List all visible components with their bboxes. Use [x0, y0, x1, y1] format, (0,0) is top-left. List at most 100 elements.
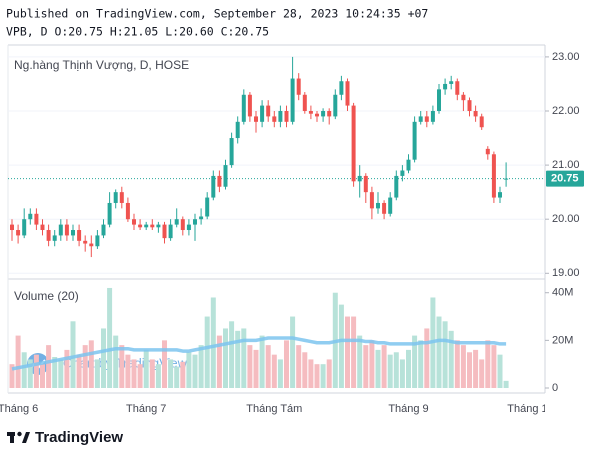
- candle-body: [205, 197, 210, 217]
- volume-bar: [290, 316, 296, 388]
- candle-body: [95, 235, 100, 247]
- volume-bar: [473, 349, 479, 388]
- volume-bar: [338, 304, 344, 388]
- volume-bar: [58, 359, 64, 388]
- volume-bar: [302, 352, 308, 388]
- candle-body: [443, 83, 448, 90]
- volume-bar: [497, 354, 503, 388]
- candle-body: [199, 216, 204, 220]
- candle-body: [327, 111, 332, 117]
- candle-body: [186, 224, 191, 231]
- candle-body: [138, 224, 143, 228]
- candle-body: [363, 175, 368, 193]
- volume-bar: [125, 354, 131, 388]
- y-tick-label: 21.00: [552, 159, 580, 171]
- last-price-label: 20.75: [551, 173, 579, 185]
- volume-bar: [168, 359, 174, 388]
- volume-bar: [296, 345, 302, 388]
- y-tick-label: 23.00: [552, 51, 580, 63]
- x-tick-label: Tháng 9: [388, 403, 428, 415]
- candle-body: [321, 111, 326, 117]
- volume-bar: [387, 354, 393, 388]
- candle-body: [162, 224, 167, 239]
- brand-logo: [7, 431, 30, 443]
- volume-bar: [88, 340, 94, 388]
- volume-bar: [52, 357, 58, 388]
- candle-body: [168, 224, 173, 239]
- volume-bar: [70, 321, 76, 388]
- candle-body: [10, 224, 14, 231]
- volume-bar: [345, 316, 350, 388]
- candle-body: [223, 165, 228, 187]
- candle-body: [89, 243, 94, 247]
- candle-body: [28, 213, 33, 220]
- candle-body: [369, 192, 374, 209]
- volume-bar: [46, 345, 52, 388]
- volume-bar: [357, 335, 363, 388]
- last-price-box: [546, 170, 584, 187]
- candle-body: [498, 192, 502, 198]
- volume-bar: [229, 321, 235, 388]
- candle-body: [119, 192, 124, 203]
- candle-body: [266, 105, 271, 117]
- candle-body: [260, 105, 265, 122]
- candle-body: [211, 175, 216, 198]
- volume-bar: [253, 349, 259, 388]
- volume-bar: [247, 345, 253, 388]
- candle-body: [485, 148, 490, 155]
- volume-bar: [180, 361, 186, 388]
- candle-body: [113, 192, 118, 203]
- x-tick-label: Tháng Tám: [246, 403, 302, 415]
- volume-bar: [131, 359, 137, 388]
- candle-body: [64, 224, 69, 236]
- candle-body: [308, 111, 313, 114]
- volume-bar: [210, 297, 216, 388]
- volume-bar: [33, 354, 39, 388]
- volume-bar: [320, 364, 326, 388]
- candle-body: [290, 78, 295, 122]
- candle-body: [376, 202, 380, 209]
- volume-bar: [479, 359, 485, 388]
- candle-body: [449, 81, 454, 84]
- volume-tick-label: 0: [552, 382, 558, 394]
- volume-bar: [351, 316, 357, 388]
- candle-body: [58, 224, 63, 236]
- volume-bar: [406, 349, 411, 388]
- candle-body: [406, 159, 411, 171]
- volume-bar: [15, 335, 21, 388]
- volume-bar: [503, 380, 509, 388]
- candle-body: [424, 116, 429, 122]
- candle-body: [40, 224, 45, 231]
- volume-tick-label: 40M: [552, 287, 573, 299]
- candle-body: [46, 230, 51, 241]
- volume-bars: [9, 287, 509, 388]
- volume-bar: [198, 345, 204, 388]
- candle-body: [16, 230, 21, 236]
- candle-body: [144, 224, 149, 228]
- candle-body: [382, 202, 387, 214]
- candle-body: [241, 94, 246, 122]
- volume-bar: [271, 354, 277, 388]
- volume-bar: [412, 335, 418, 388]
- volume-bar: [491, 345, 497, 388]
- candle-body: [412, 121, 417, 160]
- volume-bar: [369, 340, 375, 388]
- candle-body: [357, 175, 362, 182]
- volume-bar: [107, 287, 113, 388]
- volume-bar: [424, 328, 430, 388]
- candle-body: [272, 116, 277, 122]
- volume-bar: [454, 340, 460, 388]
- candle-body: [418, 116, 423, 122]
- volume-bar: [381, 345, 387, 388]
- volume-bar: [101, 328, 106, 388]
- volume-bar: [21, 352, 27, 388]
- series-legend: Ng.hàng Thịnh Vượng, D, HOSE: [14, 58, 189, 72]
- volume-bar: [284, 340, 289, 388]
- y-tick-label: 20.00: [552, 213, 580, 225]
- volume-bar: [485, 340, 491, 388]
- candle-body: [467, 100, 472, 111]
- candle-body: [180, 219, 185, 231]
- volume-bar: [149, 359, 155, 388]
- candle-body: [132, 219, 136, 225]
- x-axis: Tháng 6 Tháng 7 Tháng Tám Tháng 9 Tháng 10: [0, 403, 545, 415]
